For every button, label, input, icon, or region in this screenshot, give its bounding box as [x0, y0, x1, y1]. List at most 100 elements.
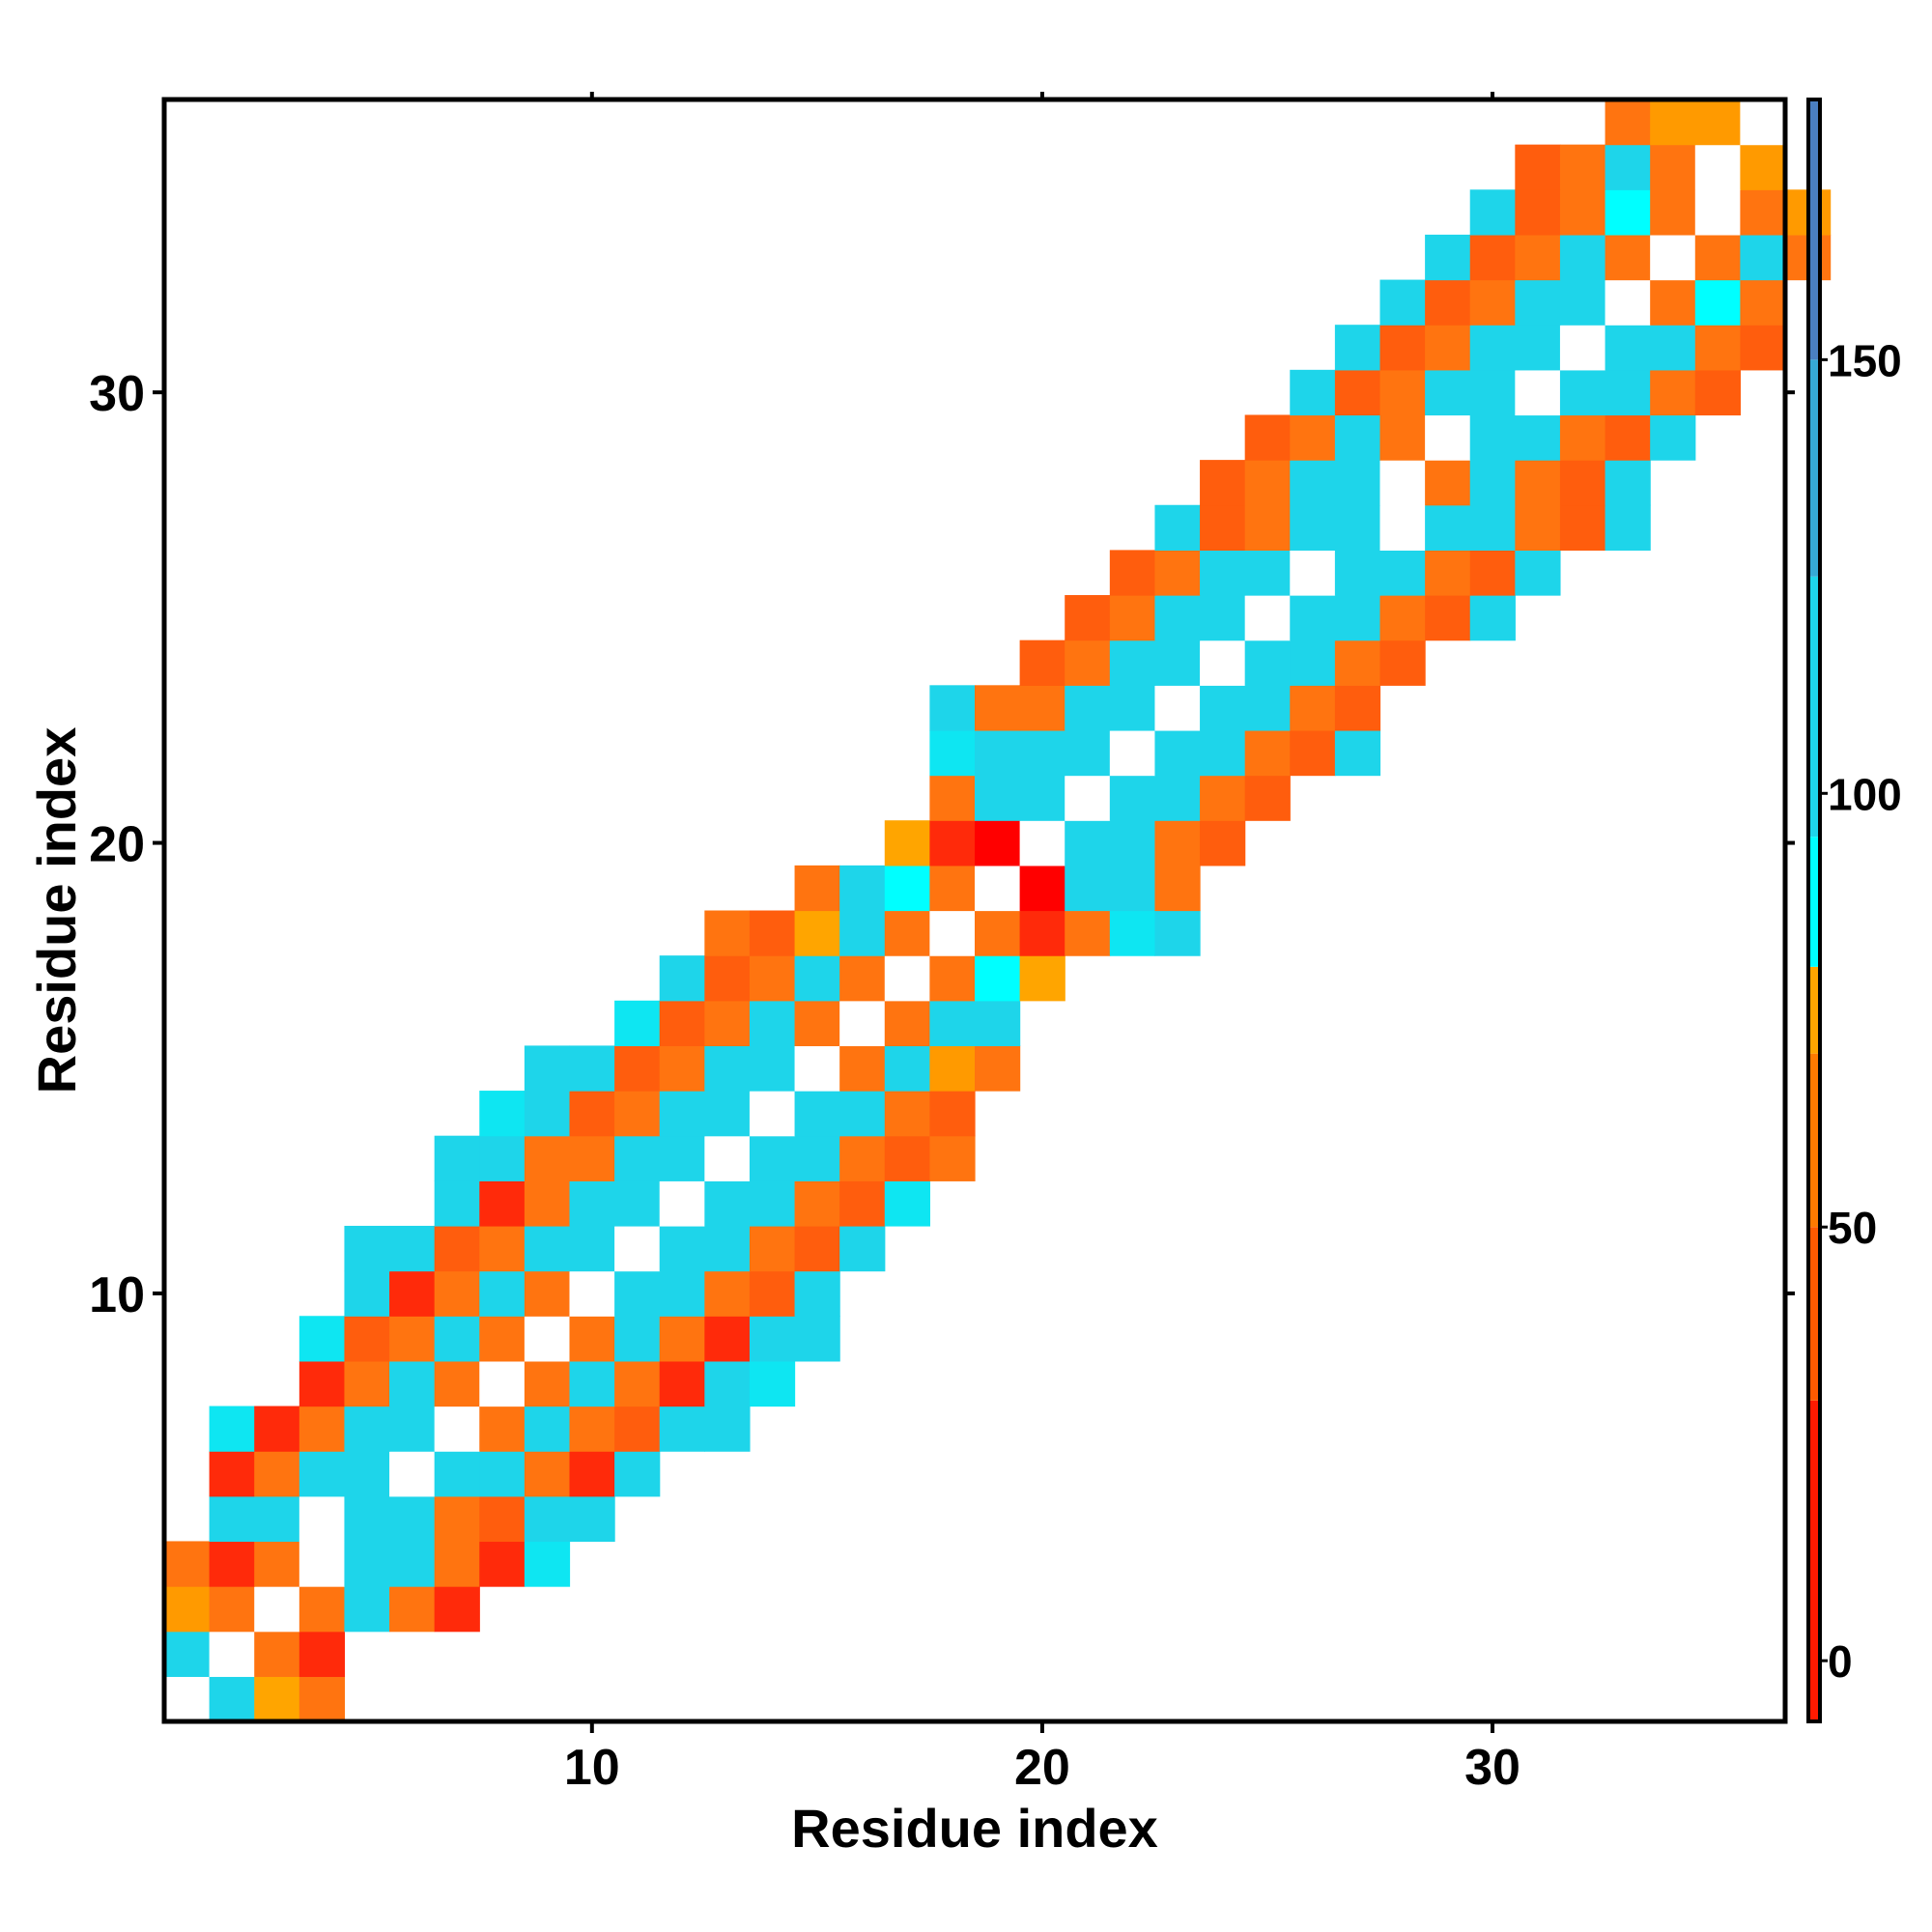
heatmap-cell — [1469, 595, 1516, 641]
heatmap-cell — [479, 1270, 526, 1317]
heatmap-cell — [975, 820, 1021, 867]
heatmap-cell — [929, 910, 976, 956]
heatmap-cell — [1469, 414, 1516, 461]
heatmap-cell — [1334, 325, 1381, 371]
heatmap-cell — [1334, 504, 1381, 551]
heatmap-cell — [749, 1270, 796, 1317]
heatmap-cell — [479, 1225, 526, 1272]
heatmap-cell — [1515, 189, 1561, 236]
x-tick-label: 20 — [1014, 1740, 1070, 1796]
heatmap-cell — [1065, 775, 1111, 821]
heatmap-cell — [794, 865, 840, 912]
heatmap-cell — [389, 1586, 436, 1633]
heatmap-cell — [479, 1451, 526, 1497]
heatmap-cell — [704, 910, 751, 956]
heatmap-cell — [1244, 639, 1291, 686]
heatmap-cell — [1469, 550, 1516, 596]
heatmap-cell — [839, 1091, 886, 1137]
heatmap-cell — [929, 1045, 976, 1092]
heatmap-cell — [524, 1316, 571, 1362]
heatmap-cell — [298, 1495, 346, 1543]
heatmap-cell — [1425, 369, 1471, 416]
heatmap-cell — [1334, 550, 1381, 596]
heatmap-cell — [1515, 460, 1561, 506]
heatmap-cell — [298, 1631, 346, 1677]
heatmap-cell — [659, 1180, 705, 1227]
heatmap-cell — [254, 1676, 300, 1722]
heatmap-cell — [749, 1135, 796, 1181]
heatmap-cell — [794, 1225, 840, 1272]
heatmap-cell — [209, 1406, 255, 1452]
heatmap-cell — [839, 910, 886, 956]
heatmap-cell — [794, 1180, 840, 1227]
heatmap-cell — [614, 1270, 661, 1317]
heatmap-cell — [1154, 595, 1201, 641]
heatmap-cell — [1469, 189, 1516, 236]
heatmap-cell — [1650, 144, 1696, 190]
heatmap-cell — [524, 1180, 571, 1227]
heatmap-cell — [1515, 369, 1561, 416]
heatmap-cell — [749, 955, 796, 1002]
heatmap-cell — [389, 1541, 436, 1587]
heatmap-cell — [1334, 414, 1381, 461]
y-tick-label: 20 — [89, 817, 145, 873]
heatmap-cell — [1154, 685, 1201, 731]
heatmap-cell — [1200, 820, 1246, 867]
heatmap-cell — [524, 1406, 571, 1452]
heatmap-cell — [1290, 414, 1336, 461]
heatmap-cell — [298, 1541, 346, 1587]
heatmap-cell — [434, 1316, 480, 1362]
heatmap-cell — [749, 1045, 796, 1092]
heatmap-cell — [1290, 460, 1336, 506]
heatmap-cell — [1650, 369, 1696, 416]
heatmap-cell — [1515, 550, 1561, 596]
heatmap-cell — [1109, 639, 1156, 686]
heatmap-cell — [614, 1091, 661, 1137]
heatmap-cell — [389, 1360, 436, 1407]
heatmap-cell — [1605, 414, 1651, 461]
colorbar-band — [1808, 1053, 1820, 1228]
colorbar-tick-label: 150 — [1828, 335, 1902, 385]
heatmap-cell — [344, 1360, 390, 1407]
heatmap-cell — [1740, 99, 1786, 146]
heatmap-cell — [929, 820, 976, 867]
heatmap-cell — [794, 1316, 840, 1362]
heatmap-cell — [1694, 369, 1741, 416]
heatmap-cell — [1650, 414, 1696, 461]
heatmap-cell — [209, 1586, 255, 1633]
heatmap-cell — [839, 1045, 886, 1092]
heatmap-cell — [1379, 369, 1426, 416]
x-tick-label: 10 — [564, 1740, 620, 1796]
heatmap-cell — [614, 1225, 661, 1272]
heatmap-cell — [659, 1270, 705, 1317]
colorbar: 0 50 100 150 — [1806, 98, 1902, 1723]
heatmap-cell — [749, 1180, 796, 1227]
heatmap-cell — [479, 1406, 526, 1452]
colorbar-frame — [1806, 98, 1822, 1723]
heatmap-cell — [839, 955, 886, 1002]
heatmap-cell — [1515, 414, 1561, 461]
heatmap-cell — [929, 955, 976, 1002]
heatmap-cell — [1154, 775, 1201, 821]
heatmap-cell — [569, 1406, 615, 1452]
heatmap-cell — [569, 1135, 615, 1181]
heatmap-cell — [975, 955, 1021, 1002]
heatmap-cell — [794, 1000, 840, 1047]
heatmap-cell — [704, 1406, 751, 1452]
heatmap-cell — [884, 910, 930, 956]
heatmap-cell — [1515, 504, 1561, 551]
heatmap-cell — [1244, 729, 1291, 777]
heatmap-cell — [1065, 639, 1111, 686]
heatmap-cell — [389, 1406, 436, 1452]
heatmap-cell — [1469, 460, 1516, 506]
heatmap-cell — [884, 1135, 930, 1181]
heatmap-cell — [1290, 550, 1336, 596]
heatmap-cell — [1244, 595, 1291, 641]
heatmap-cell — [1019, 775, 1065, 821]
heatmap-cell — [479, 1180, 526, 1227]
heatmap-cell — [524, 1045, 571, 1092]
heatmap-cell — [1019, 865, 1065, 912]
heatmap-cell — [1290, 685, 1336, 731]
heatmap-cell — [1109, 910, 1156, 956]
heatmap-cell — [254, 1406, 300, 1452]
